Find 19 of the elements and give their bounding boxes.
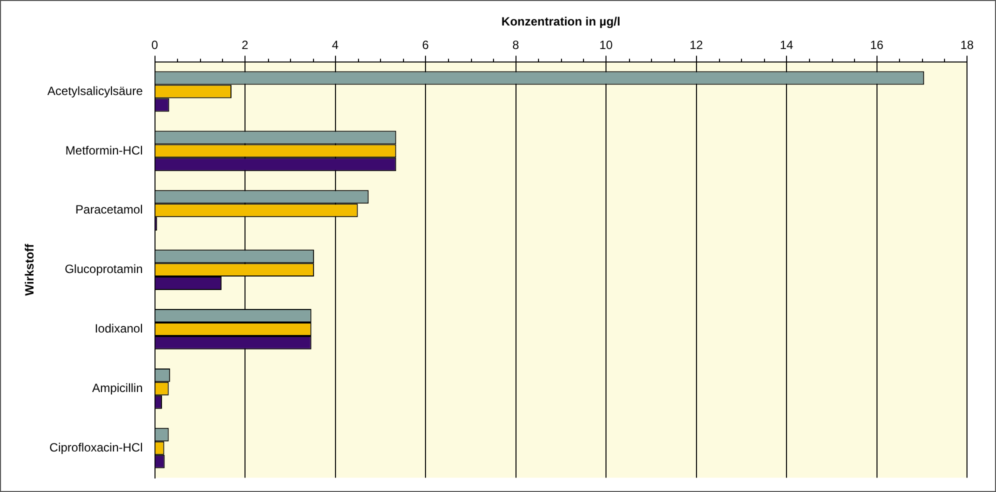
- x-tick-label: 6: [422, 38, 430, 52]
- y-axis-title: Wirkstoff: [22, 242, 37, 296]
- x-axis-title: Konzentration in µg/l: [501, 14, 620, 29]
- y-tick-label: Ampicillin: [92, 380, 143, 395]
- x-tick-label: 16: [870, 38, 884, 52]
- x-tick-label: 0: [151, 38, 158, 52]
- y-tick-label: Iodixanol: [94, 322, 143, 336]
- x-tick-label: 10: [599, 38, 613, 52]
- x-tick-label: 8: [512, 38, 520, 52]
- y-tick-label: Acetylsalicylsäure: [47, 84, 144, 98]
- x-tick-label: 12: [690, 38, 704, 52]
- y-tick-label: Metformin-HCl: [65, 143, 143, 158]
- x-tick-label: 2: [242, 38, 249, 52]
- x-tick-label: 14: [780, 38, 794, 52]
- y-tick-label: Paracetamol: [75, 202, 143, 217]
- y-tick-label: Glucoprotamin: [64, 262, 143, 276]
- y-tick-label: Ciprofloxacin-HCl: [49, 440, 143, 454]
- x-tick-label: 4: [332, 38, 339, 52]
- x-tick-label: 18: [960, 38, 974, 52]
